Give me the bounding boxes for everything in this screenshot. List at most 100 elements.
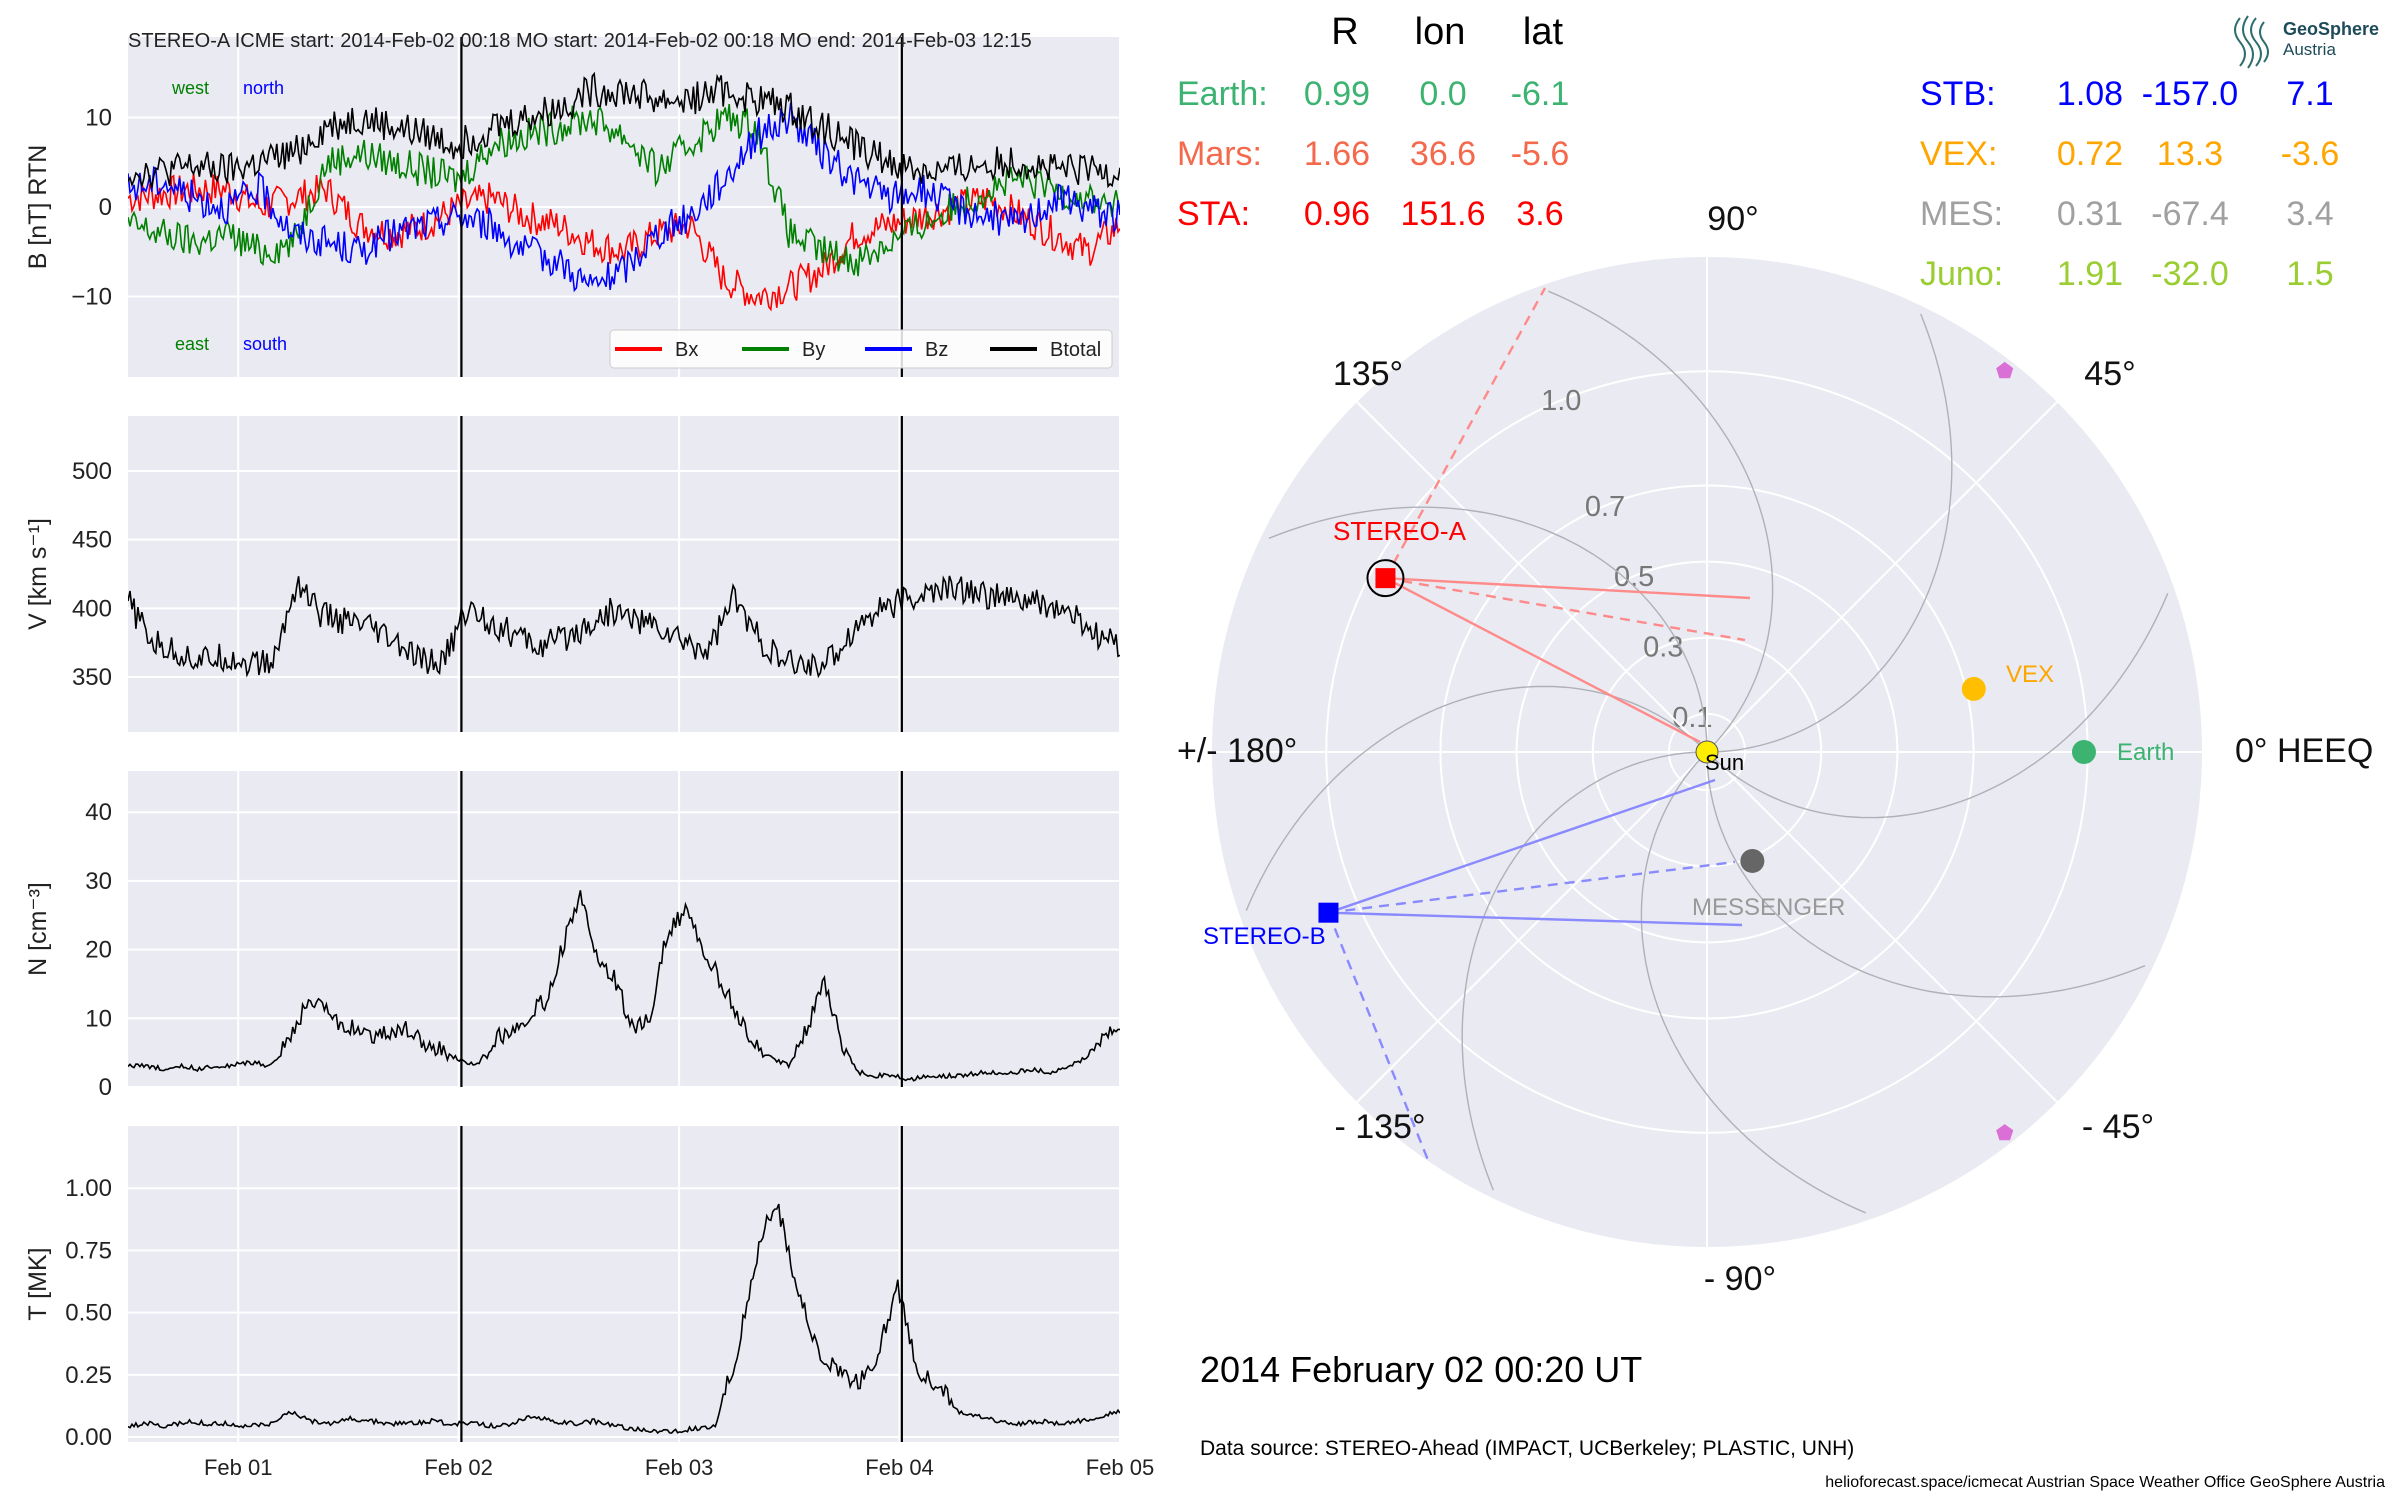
series-line-Btotal bbox=[128, 71, 1120, 189]
y-tick-label: 350 bbox=[72, 664, 112, 691]
legend: Bx By Bz Btotal bbox=[609, 329, 1113, 369]
panel-density: 40 30 20 10 0 N [cm⁻³] bbox=[24, 771, 1121, 1101]
table-row-label: STA: bbox=[1177, 195, 1250, 233]
panel-temperature: 1.00 0.75 0.50 0.25 0.00 Feb 01 Feb 02 Feb 03 Fe… bbox=[24, 1126, 1154, 1480]
y-axis-label: N [cm⁻³] bbox=[24, 882, 52, 976]
body-marker-sun bbox=[1695, 740, 1719, 764]
x-tick-label: Feb 05 bbox=[1086, 1455, 1155, 1480]
polar-spoke bbox=[1706, 401, 2058, 753]
y-tick-label: 10 bbox=[85, 105, 112, 132]
y-tick-label: 500 bbox=[72, 458, 112, 485]
y-tick-label: 20 bbox=[85, 937, 112, 964]
polar-radial-label: 0.5 bbox=[1614, 561, 1654, 593]
table-row-label: VEX: bbox=[1920, 135, 1997, 173]
table-row-lon: 151.6 bbox=[1400, 195, 1485, 233]
body-marker-messenger bbox=[1740, 848, 1765, 873]
panel-speed: 500 450 400 350 V [km s⁻¹] bbox=[24, 416, 1121, 732]
label-north: north bbox=[243, 78, 284, 98]
spacecraft-field-line bbox=[1327, 912, 1432, 1166]
y-tick-label: 450 bbox=[72, 527, 112, 554]
timestamp: 2014 February 02 00:20 UT bbox=[1200, 1349, 1642, 1390]
panel-data bbox=[128, 71, 1120, 312]
series-line-Bz bbox=[128, 102, 1120, 293]
parker-spiral bbox=[1461, 751, 1708, 1191]
body-label-stereo-a: STEREO-A bbox=[1333, 516, 1467, 546]
legend-label-Bx: Bx bbox=[675, 339, 698, 361]
y-tick-label: 0.00 bbox=[65, 1424, 112, 1451]
table-row-r: 1.08 bbox=[2057, 75, 2123, 113]
table-row-lat: 7.1 bbox=[2286, 75, 2333, 113]
juno-pentagon-marker bbox=[1996, 1124, 2014, 1141]
polar-angle-label: 135° bbox=[1333, 355, 1403, 393]
legend-label-By: By bbox=[802, 339, 825, 361]
spacecraft-field-line bbox=[1328, 911, 1743, 927]
footer-credit: helioforecast.space/icmecat Austrian Spa… bbox=[1825, 1474, 2385, 1491]
table-row-lat: -3.6 bbox=[2281, 135, 2340, 173]
body-label-vex: VEX bbox=[2006, 661, 2054, 688]
geosphere-logo: GeoSphere Austria bbox=[2234, 15, 2379, 69]
body-label-earth: Earth bbox=[2117, 739, 2174, 766]
y-tick-label: 0.75 bbox=[65, 1237, 112, 1264]
table-row-r: 1.91 bbox=[2057, 255, 2123, 293]
y-axis-label: T [MK] bbox=[24, 1247, 52, 1320]
table-row-r: 0.31 bbox=[2057, 195, 2123, 233]
table-row-r: 0.96 bbox=[1304, 195, 1370, 233]
table-header-lat: lat bbox=[1523, 11, 1564, 53]
data-source: Data source: STEREO-Ahead (IMPACT, UCBer… bbox=[1200, 1437, 1854, 1460]
parker-spiral bbox=[1245, 685, 1708, 911]
table-row-lon: -32.0 bbox=[2151, 255, 2229, 293]
polar-angle-label: 90° bbox=[1707, 200, 1758, 238]
parker-spiral bbox=[1706, 751, 2146, 998]
polar-radial-label: 0.7 bbox=[1585, 491, 1625, 523]
spacecraft-field-line bbox=[1384, 287, 1547, 579]
table-row-r: 1.66 bbox=[1304, 135, 1370, 173]
spacecraft-field-line bbox=[1328, 860, 1736, 914]
polar-angle-label: - 90° bbox=[1704, 1260, 1776, 1298]
parker-spiral bbox=[1706, 593, 2169, 819]
polar-radial-label: 1.0 bbox=[1541, 385, 1581, 417]
juno-pentagon-marker bbox=[1996, 361, 2014, 379]
parker-spiral bbox=[1640, 751, 1866, 1214]
spacecraft-field-line bbox=[1328, 778, 1716, 914]
y-tick-label: 30 bbox=[85, 868, 112, 895]
stereo-a-ring bbox=[1366, 559, 1405, 598]
table-row-lat: -5.6 bbox=[1511, 135, 1570, 173]
y-tick-label: 0.25 bbox=[65, 1362, 112, 1389]
y-axis-label: V [km s⁻¹] bbox=[24, 518, 52, 630]
polar-spoke bbox=[1356, 401, 1708, 753]
y-tick-label: −10 bbox=[71, 283, 112, 310]
polar-angle-label: - 135° bbox=[1334, 1108, 1425, 1146]
table-header-lon: lon bbox=[1415, 11, 1466, 53]
y-tick-label: 0 bbox=[99, 194, 112, 221]
y-tick-label: 0 bbox=[99, 1074, 112, 1101]
panel-background bbox=[128, 416, 1120, 732]
table-row-lat: -6.1 bbox=[1511, 75, 1570, 113]
body-label-messenger: MESSENGER bbox=[1692, 894, 1845, 921]
table-row-lon: -67.4 bbox=[2151, 195, 2229, 233]
logo-mark-icon bbox=[2234, 15, 2269, 69]
label-south: south bbox=[243, 334, 287, 354]
body-marker-vex bbox=[1961, 676, 1986, 701]
table-row-label: Mars: bbox=[1177, 135, 1262, 173]
polar-angle-label: - 45° bbox=[2082, 1108, 2154, 1146]
polar-spoke bbox=[1706, 751, 2058, 1103]
panel-magnetic_field: 10 0 −10 B [nT] RTN west north east south Bx By Bz… bbox=[24, 37, 1121, 377]
table-row-label: Juno: bbox=[1920, 255, 2003, 293]
polar-spoke bbox=[1356, 751, 1708, 1103]
x-tick-label: Feb 01 bbox=[204, 1455, 273, 1480]
table-header-r: R bbox=[1331, 11, 1358, 53]
table-row-lat: 3.6 bbox=[1516, 195, 1563, 233]
figure-text: STEREO-A ICME start: 2014-Feb-02 00:18 M… bbox=[128, 15, 2385, 1491]
table-row-label: MES: bbox=[1920, 195, 2003, 233]
table-row-lon: 0.0 bbox=[1419, 75, 1466, 113]
label-west: west bbox=[171, 78, 209, 98]
parker-spiral bbox=[1706, 313, 1953, 753]
table-row-r: 0.72 bbox=[2057, 135, 2123, 173]
series-line-By bbox=[128, 104, 1120, 277]
panel-data bbox=[128, 1203, 1120, 1435]
y-tick-label: 10 bbox=[85, 1005, 112, 1032]
figure-header-title: STEREO-A ICME start: 2014-Feb-02 00:18 M… bbox=[128, 30, 1032, 52]
y-tick-label: 400 bbox=[72, 595, 112, 622]
